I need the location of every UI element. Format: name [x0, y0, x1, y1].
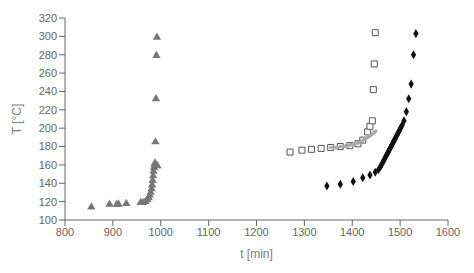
- svg-text:160: 160: [39, 159, 57, 171]
- svg-text:800: 800: [56, 226, 74, 238]
- svg-text:180: 180: [39, 140, 57, 152]
- svg-text:140: 140: [39, 177, 57, 189]
- svg-text:300: 300: [39, 30, 57, 42]
- svg-text:220: 220: [39, 104, 57, 116]
- svg-text:100: 100: [39, 214, 57, 226]
- svg-text:1000: 1000: [149, 226, 173, 238]
- svg-text:1400: 1400: [340, 226, 364, 238]
- svg-text:280: 280: [39, 49, 57, 61]
- svg-text:T [°C]: T [°C]: [10, 104, 24, 135]
- svg-text:200: 200: [39, 122, 57, 134]
- svg-text:320: 320: [39, 12, 57, 24]
- svg-text:260: 260: [39, 67, 57, 79]
- svg-text:1100: 1100: [197, 226, 221, 238]
- svg-text:1600: 1600: [436, 226, 460, 238]
- svg-text:1200: 1200: [244, 226, 268, 238]
- svg-text:120: 120: [39, 196, 57, 208]
- svg-text:240: 240: [39, 85, 57, 97]
- svg-text:1300: 1300: [292, 226, 316, 238]
- svg-text:t [min]: t [min]: [240, 247, 273, 261]
- svg-text:900: 900: [104, 226, 122, 238]
- svg-text:1500: 1500: [388, 226, 412, 238]
